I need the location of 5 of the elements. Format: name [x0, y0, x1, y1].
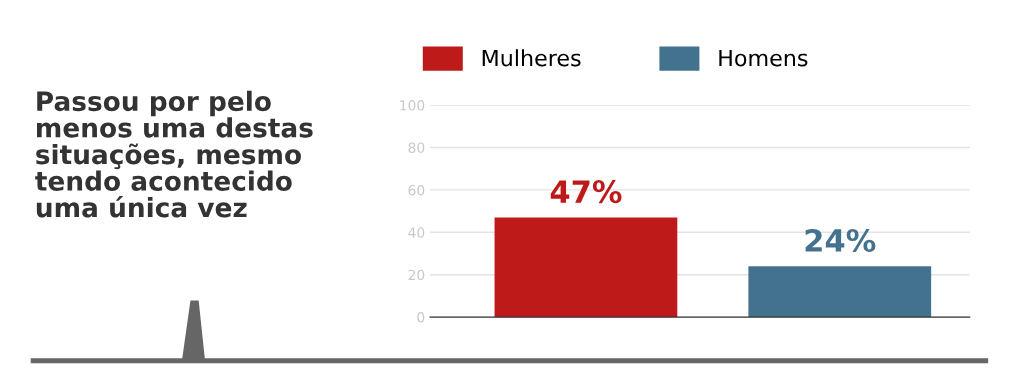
legend-label: Homens	[719, 49, 808, 67]
text: Passou por pelo menos uma destas situações, mesmo tendo acontecido uma única vez	[35, 90, 313, 218]
data-label: 47%	[550, 180, 622, 204]
legend-label: Mulheres	[482, 49, 581, 67]
data-label: 24%	[805, 228, 876, 252]
